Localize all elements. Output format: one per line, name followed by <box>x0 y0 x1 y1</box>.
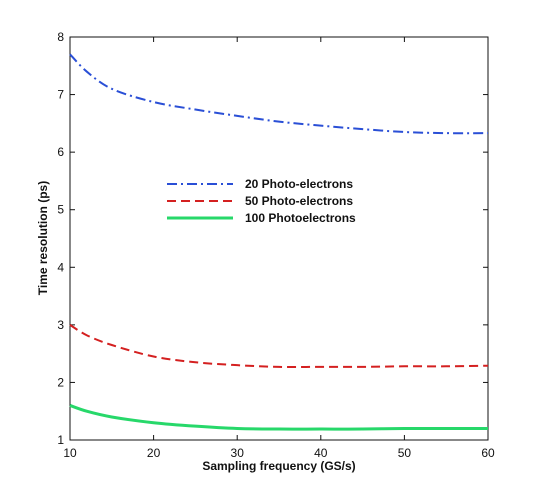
y-tick-label: 1 <box>57 433 64 447</box>
y-tick-label: 4 <box>57 260 64 274</box>
x-tick-label: 60 <box>481 446 495 460</box>
axis-ticks <box>69 36 489 441</box>
axis-tick-labels: 10 20 30 40 50 60 1 2 3 4 5 6 7 8 <box>57 30 495 460</box>
y-axis-title: Time resolution (ps) <box>36 181 50 295</box>
series-line-2 <box>69 404 488 431</box>
legend-label-0: 20 Photo-electrons <box>245 177 353 191</box>
y-tick-label: 8 <box>57 30 64 44</box>
legend-label-1: 50 Photo-electrons <box>245 194 353 208</box>
legend-label-2: 100 Photoelectrons <box>245 211 356 225</box>
x-tick-label: 10 <box>63 446 77 460</box>
y-tick-label: 6 <box>57 145 64 159</box>
y-tick-label: 5 <box>57 203 64 217</box>
x-axis-title: Sampling frequency (GS/s) <box>202 459 355 473</box>
legend: 20 Photo-electrons 50 Photo-electrons 100 … <box>167 177 356 225</box>
x-tick-label: 20 <box>147 446 161 460</box>
series-lines <box>69 53 489 431</box>
y-tick-label: 2 <box>57 375 64 389</box>
x-tick-label: 50 <box>398 446 412 460</box>
series-line-0 <box>69 53 489 135</box>
x-tick-label: 40 <box>314 446 328 460</box>
x-tick-label: 30 <box>231 446 245 460</box>
y-tick-label: 3 <box>57 318 64 332</box>
y-tick-label: 7 <box>57 88 64 102</box>
series-line-1 <box>69 324 489 369</box>
plot-area-frame <box>69 36 489 441</box>
